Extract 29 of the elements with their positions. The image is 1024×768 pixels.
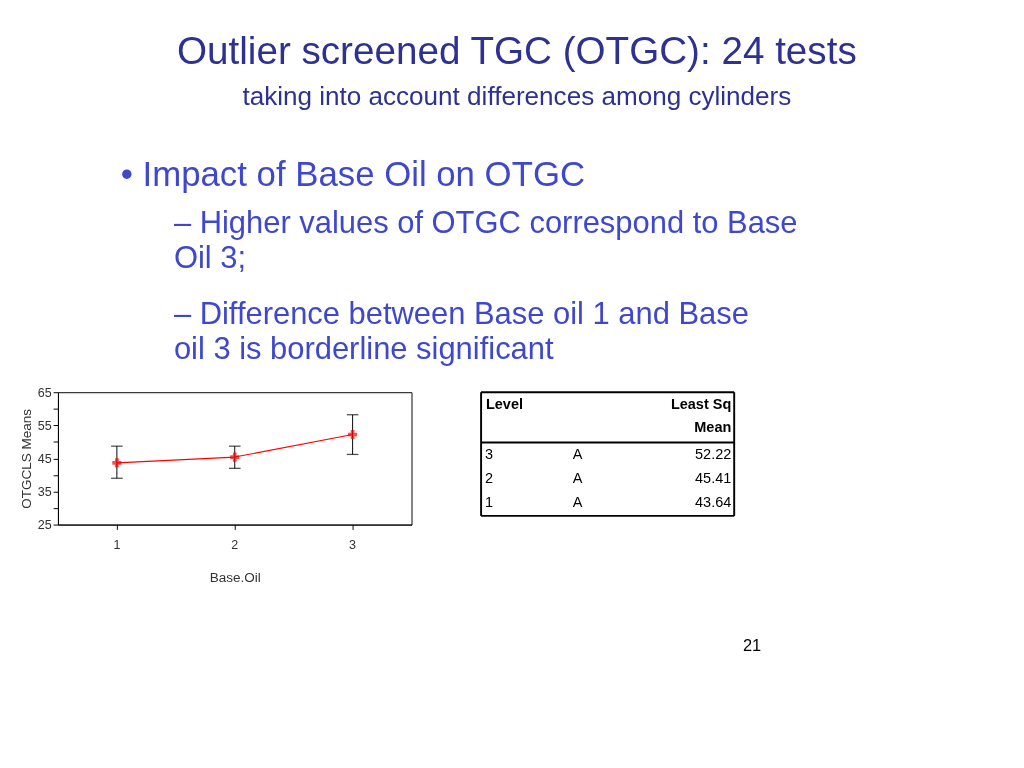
point [230,452,240,462]
text: A [572,494,583,511]
text: 1 [484,494,494,511]
y-tick-label: 25 [37,517,52,532]
y-tick-label: 65 [37,385,52,400]
text: Least Sq Mean [670,395,732,435]
text: • Impact of Base Oil on OTGC [120,154,586,193]
text: 3 [484,445,494,462]
y-axis-title: OTGCLS Means [18,408,34,509]
x-tick-label: 2 [231,538,239,553]
point [112,458,122,468]
text: Outlier screened TGC (OTGC): 24 tests [176,28,857,72]
text: 21 [742,636,762,655]
text: 2 [484,470,494,487]
text: A [572,445,583,462]
text: – Higher values of OTGC correspond to Base Oil 3; [173,204,798,276]
text: 52.22 [695,445,732,462]
x-tick-label: 3 [349,538,357,553]
text: 45.41 [695,470,732,487]
text: A [572,470,583,487]
text: Level [485,395,523,412]
y-tick-label: 45 [37,451,52,466]
text: taking into account differences among cylinders [242,81,792,112]
text: 43.64 [695,494,732,511]
text: – Difference between Base oil 1 and Base oil 3 is borderline significant [173,295,749,367]
y-tick-label: 35 [37,484,52,499]
x-tick-label: 1 [113,538,121,553]
y-tick-label: 55 [37,418,52,433]
x-axis-title: Base.Oil [209,570,261,586]
